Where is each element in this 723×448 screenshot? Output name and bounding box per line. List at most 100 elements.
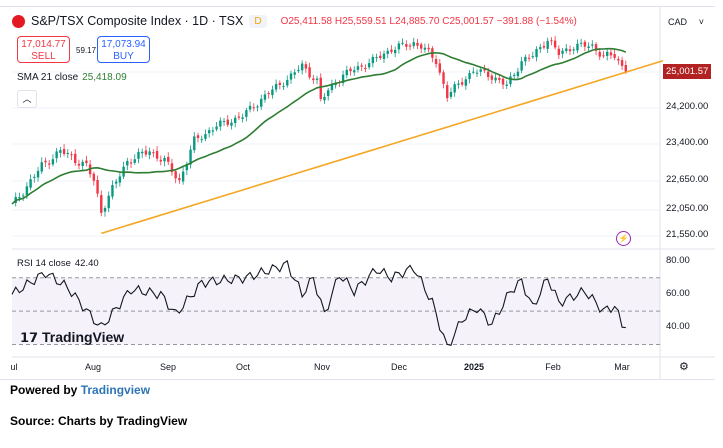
- candle-body: [178, 178, 181, 181]
- candle-body: [25, 186, 29, 196]
- candle-body: [397, 43, 401, 50]
- candle-body: [248, 105, 252, 110]
- candle-body: [267, 93, 270, 95]
- candle-body: [367, 63, 371, 68]
- month-label: Aug: [84, 362, 102, 372]
- candle-body: [546, 40, 549, 49]
- candle-body: [70, 154, 73, 156]
- candle-body: [222, 120, 226, 122]
- candle-body: [92, 173, 96, 181]
- candle-body: [453, 84, 456, 93]
- symbol-title[interactable]: S&P/TSX Composite Index · 1D · TSX: [31, 14, 244, 28]
- candle-body: [360, 65, 363, 67]
- candle-body: [617, 59, 620, 61]
- candle-body: [137, 151, 140, 159]
- candle-body: [245, 110, 248, 117]
- candle-body: [100, 195, 103, 213]
- price-tick: 24,200.00: [666, 101, 709, 112]
- chart-panel[interactable]: [0, 6, 715, 380]
- candle-body: [81, 161, 84, 166]
- month-label: Sep: [159, 362, 177, 372]
- candle-body: [464, 79, 468, 86]
- collapse-legend-button[interactable]: ︿: [17, 90, 37, 108]
- candle-body: [107, 195, 110, 209]
- candle-body: [196, 135, 200, 139]
- candle-body: [386, 50, 389, 54]
- candle-body: [51, 159, 55, 165]
- candle-body: [263, 94, 267, 100]
- candle-body: [85, 160, 88, 164]
- candle-body: [565, 48, 568, 52]
- sell-button[interactable]: 17,014.77 SELL: [17, 36, 70, 63]
- candle-body: [219, 120, 222, 127]
- candle-body: [163, 158, 166, 162]
- candle-body: [260, 98, 263, 107]
- candle-body: [286, 79, 289, 86]
- candle-body: [278, 82, 282, 85]
- candle-body: [308, 67, 311, 78]
- candle-body: [315, 78, 319, 80]
- month-label: ul: [10, 362, 18, 372]
- candle-body: [133, 159, 136, 163]
- candle-body: [103, 208, 107, 212]
- candle-body: [170, 163, 174, 173]
- candle-body: [144, 150, 148, 155]
- candle-body: [155, 150, 159, 159]
- candle-body: [594, 44, 598, 51]
- data-delay-badge[interactable]: D: [249, 14, 267, 28]
- candle-body: [446, 85, 449, 99]
- rsi-legend[interactable]: RSI 14 close 42.40: [17, 258, 99, 269]
- tradingview-link[interactable]: Tradingview: [80, 383, 151, 397]
- currency-selector[interactable]: CAD ˅: [668, 17, 704, 27]
- candle-body: [96, 180, 99, 194]
- candle-body: [293, 72, 296, 75]
- candle-body: [189, 149, 192, 165]
- candle-body: [513, 74, 516, 76]
- candle-body: [620, 60, 624, 66]
- candle-body: [185, 163, 189, 171]
- candle-body: [111, 185, 114, 197]
- month-label: Mar: [614, 362, 630, 372]
- chart-canvas[interactable]: [0, 7, 715, 379]
- candle-body: [44, 160, 47, 163]
- candle-body: [36, 170, 40, 178]
- candle-body: [174, 171, 177, 179]
- candle-body: [535, 48, 538, 58]
- candle-body: [501, 78, 505, 85]
- lightning-icon[interactable]: ⚡: [616, 231, 631, 246]
- candle-body: [557, 48, 561, 55]
- candle-body: [319, 77, 322, 99]
- candle-body: [401, 42, 404, 44]
- candle-body: [486, 71, 490, 77]
- candle-body: [587, 46, 590, 49]
- rsi-tick: 80.00: [666, 255, 690, 266]
- candle-body: [420, 44, 423, 49]
- candle-body: [126, 160, 129, 166]
- candle-body: [129, 162, 133, 164]
- ohlc-readout: O25,411.58 H25,559.51 L24,885.70 C25,001…: [280, 15, 577, 27]
- candle-body: [282, 86, 285, 88]
- sma-legend[interactable]: SMA 21 close 25,418.09: [17, 72, 127, 83]
- candle-body: [77, 163, 81, 166]
- candle-body: [364, 67, 367, 69]
- chart-header: S&P/TSX Composite Index · 1D · TSX D O25…: [12, 14, 577, 28]
- settings-gear-icon[interactable]: ⚙: [679, 361, 689, 373]
- buy-button[interactable]: 17,073.94 BUY: [97, 36, 150, 63]
- candle-body: [300, 63, 304, 71]
- powered-by: Powered by Tradingview: [10, 383, 151, 397]
- candle-body: [345, 69, 348, 76]
- candle-body: [382, 53, 386, 59]
- candle-body: [460, 82, 464, 85]
- candle-body: [274, 83, 278, 90]
- candle-body: [74, 153, 77, 164]
- month-label: Feb: [545, 362, 561, 372]
- candle-body: [312, 78, 315, 81]
- price-tick: 21,550.00: [666, 229, 709, 240]
- candle-body: [55, 151, 58, 159]
- candle-body: [297, 69, 300, 72]
- candle-body: [568, 49, 572, 52]
- candle-body: [457, 83, 460, 85]
- candle-body: [434, 59, 438, 65]
- candle-body: [66, 153, 69, 155]
- candle-body: [204, 134, 207, 139]
